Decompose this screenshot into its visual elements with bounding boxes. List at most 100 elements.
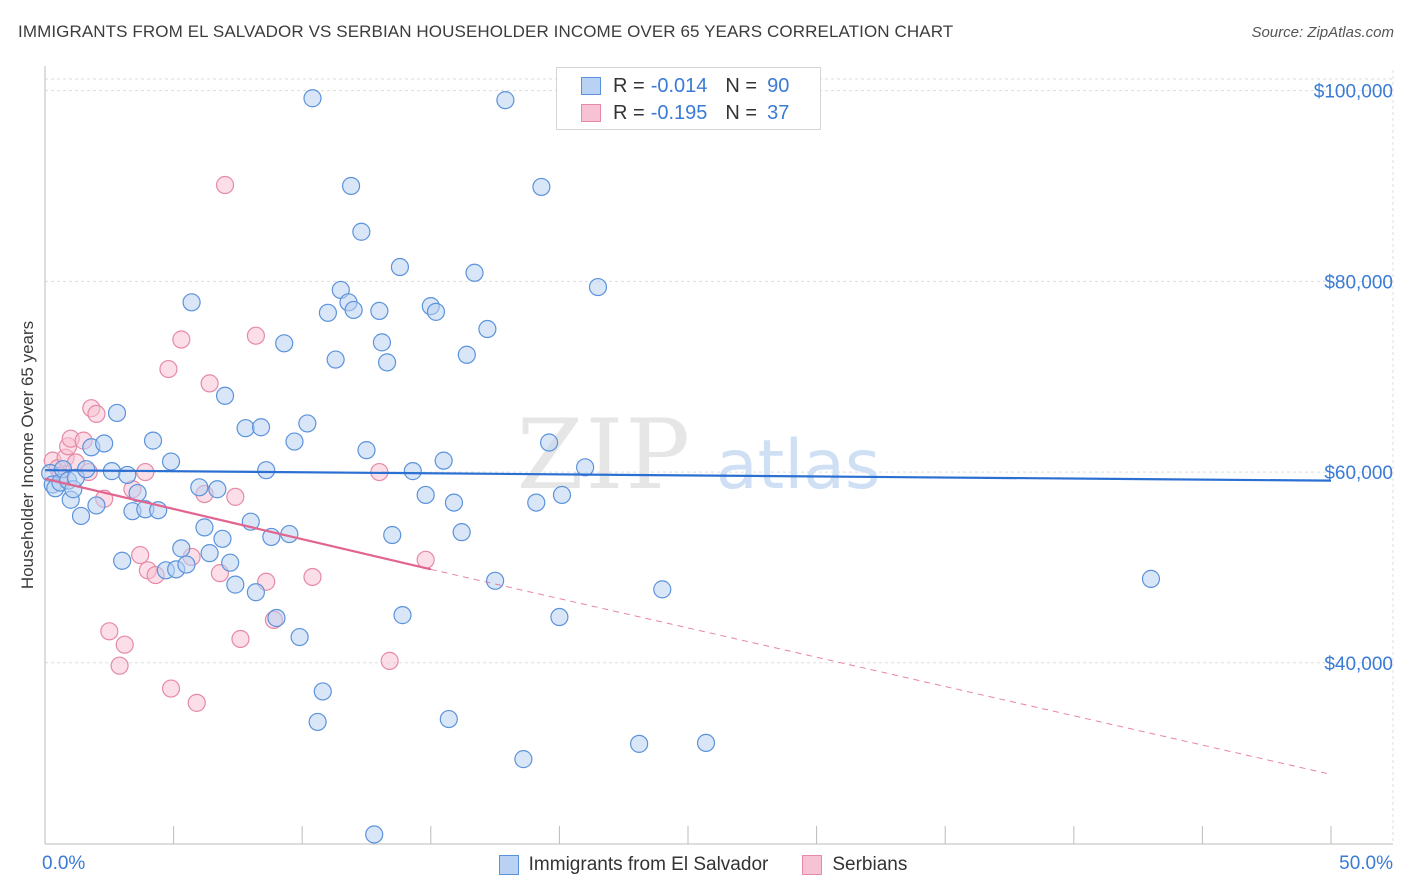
el-salvador-point — [177, 555, 196, 574]
el-salvador-point — [576, 458, 595, 477]
el-salvador-point — [696, 733, 716, 753]
el-salvador-point — [118, 465, 137, 485]
r-value: -0.014 — [650, 74, 708, 97]
el-salvador-point — [318, 303, 338, 322]
el-salvador-point — [257, 461, 276, 480]
r-label: R = — [613, 101, 645, 124]
el-salvador-point — [344, 300, 363, 320]
el-salvador-point — [434, 451, 453, 470]
serbians-point — [115, 635, 134, 654]
serbians-point — [215, 175, 235, 195]
serbians-point — [187, 693, 206, 712]
legend-label: Serbians — [832, 854, 908, 875]
el-salvador-point — [377, 353, 397, 372]
el-salvador-point — [221, 553, 240, 572]
y-tick-label: $60,000 — [1324, 463, 1393, 484]
el-salvador-point — [251, 418, 271, 437]
n-value: 90 — [767, 74, 790, 97]
pink-swatch — [581, 104, 601, 122]
serbians-point — [159, 359, 178, 379]
serbians-trend-extension — [430, 568, 1332, 775]
source-label: Source: ZipAtlas.com — [1251, 24, 1394, 41]
el-salvador-points — [41, 89, 1161, 844]
serbians-point — [303, 567, 322, 587]
el-salvador-point — [527, 493, 546, 512]
serbians-point — [231, 629, 250, 649]
el-salvador-point — [552, 485, 572, 505]
watermark-atlas: atlas — [716, 426, 880, 505]
trend-lines — [44, 469, 1332, 775]
el-salvador-point — [182, 293, 201, 312]
serbians-point — [246, 326, 266, 345]
el-salvador-point — [213, 529, 232, 548]
el-salvador-point — [653, 580, 672, 599]
el-salvador-point — [71, 506, 91, 526]
el-salvador-point — [326, 350, 345, 369]
legend-item-el-salvador[interactable]: Immigrants from El Salvador — [498, 854, 769, 876]
el-salvador-point — [393, 606, 412, 625]
x-tick-label: 50.0% — [1339, 853, 1393, 874]
el-salvador-point — [383, 525, 402, 545]
el-salvador-point — [226, 575, 245, 594]
el-salvador-point — [514, 750, 533, 769]
el-salvador-point — [444, 493, 464, 512]
el-salvador-point — [465, 263, 484, 282]
correlation-legend: R = -0.014 N = 90 R = -0.195 N = 37 — [556, 67, 821, 130]
el-salvador-point — [308, 712, 327, 732]
y-tick-label: $100,000 — [1314, 82, 1393, 103]
serbians-point — [131, 545, 150, 565]
el-salvador-point — [161, 452, 181, 471]
el-salvador-point — [403, 462, 422, 481]
tick-labels: $40,000 $60,000 $80,000 $100,000 0.0% 50.0% — [42, 82, 1393, 874]
el-salvador-point — [540, 433, 559, 452]
el-salvador-point — [352, 222, 371, 241]
el-salvador-point — [457, 345, 476, 364]
serbians-point — [200, 374, 219, 393]
el-salvador-point — [357, 441, 376, 460]
el-salvador-point — [200, 544, 219, 563]
serbians-point — [100, 622, 119, 641]
el-salvador-point — [372, 333, 392, 352]
x-tick-label: 0.0% — [42, 853, 85, 874]
n-label: N = — [725, 74, 758, 97]
el-salvador-point — [365, 825, 384, 844]
el-salvador-point — [416, 485, 435, 505]
el-salvador-point — [95, 434, 114, 453]
el-salvador-point — [77, 460, 96, 479]
legend-row-el-salvador: R = -0.014 N = 90 — [581, 74, 789, 98]
el-salvador-point — [208, 480, 227, 499]
serbians-point — [161, 679, 181, 698]
el-salvador-point — [246, 583, 266, 602]
el-salvador-point — [370, 301, 389, 321]
el-salvador-point — [1141, 569, 1161, 588]
el-salvador-point — [478, 319, 497, 339]
legend-label: Immigrants from El Salvador — [528, 854, 769, 875]
el-salvador-point — [588, 277, 608, 297]
y-tick-label: $40,000 — [1324, 654, 1393, 675]
serbians-point — [226, 487, 245, 506]
watermark-zip: ZIP — [517, 399, 692, 511]
serbians-point — [172, 330, 191, 349]
el-salvador-point — [143, 431, 163, 450]
el-salvador-point — [236, 419, 255, 438]
el-salvador-point — [113, 551, 132, 570]
el-salvador-point — [298, 414, 317, 433]
y-tick-label: $80,000 — [1324, 272, 1393, 293]
serbians-point — [87, 404, 106, 423]
series-legend: Immigrants from El Salvador Serbians — [0, 852, 1406, 878]
el-salvador-point — [496, 91, 515, 110]
n-label: N = — [725, 101, 758, 124]
chart-title: IMMIGRANTS FROM EL SALVADOR VS SERBIAN H… — [18, 22, 954, 41]
el-salvador-point — [275, 334, 294, 353]
el-salvador-point — [390, 257, 410, 277]
el-salvador-point — [439, 709, 458, 729]
serbians-trend-line — [44, 477, 432, 571]
el-salvador-point — [107, 403, 127, 423]
el-salvador-point — [426, 302, 446, 321]
el-salvador-point — [172, 539, 191, 558]
legend-item-serbians[interactable]: Serbians — [802, 854, 907, 876]
serbians-point — [110, 656, 129, 675]
el-salvador-point — [190, 478, 209, 497]
el-salvador-point — [532, 177, 551, 197]
